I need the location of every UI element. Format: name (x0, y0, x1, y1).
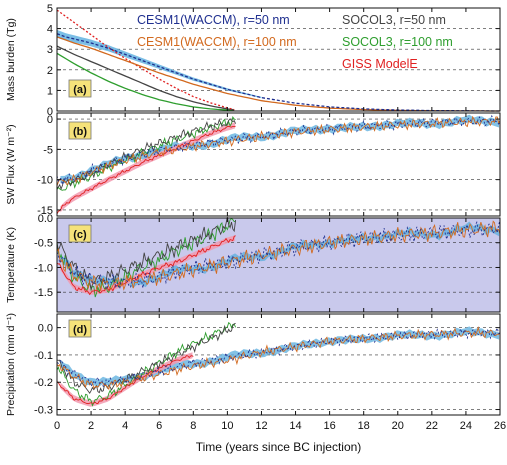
panel-tag-box-3 (68, 319, 92, 338)
panel-frame-3 (56, 313, 501, 416)
legend-entry-2: CESM1(WACCM), r=100 nm (137, 35, 297, 49)
ytick-label-1-2: -10 (37, 175, 53, 187)
panel-frame-1 (56, 112, 501, 217)
xtick-label-10: 20 (392, 420, 404, 432)
panel-tag-box-0 (68, 79, 92, 98)
series-line-1-3 (56, 116, 236, 191)
series-line-2-0 (56, 219, 501, 291)
ytick-label-0-3: 3 (47, 44, 53, 56)
xtick-label-3: 6 (156, 420, 162, 432)
panel-tag-1: (b) (73, 126, 87, 138)
series-line-1-1 (56, 115, 501, 186)
ylabel-0: Mass burden (Tg) (5, 18, 17, 101)
ytick-label-2-3: -1.5 (34, 287, 53, 299)
ytick-label-0-1: 1 (47, 85, 53, 97)
series-line-3-2 (56, 322, 236, 395)
cesm-band-a (57, 29, 262, 99)
series-line-0-4 (56, 9, 235, 111)
panel-frame-0 (56, 7, 501, 112)
panel-tag-box-2 (68, 224, 92, 243)
ytick-label-3-0: 0.0 (38, 323, 53, 335)
series-line-1-0 (56, 114, 501, 187)
x-axis-label: Time (years since BC injection) (196, 440, 362, 454)
cesm-band-2 (60, 221, 500, 289)
series-line-3-1 (56, 325, 501, 391)
ytick-label-0-5: 5 (47, 3, 53, 15)
panel-tag-2: (c) (73, 229, 87, 241)
xtick-label-0: 0 (54, 420, 60, 432)
xtick-label-8: 16 (323, 420, 335, 432)
xtick-label-6: 12 (255, 420, 267, 432)
xtick-label-7: 14 (289, 420, 301, 432)
ytick-label-1-3: -15 (37, 205, 53, 217)
ytick-label-3-1: -0.1 (34, 350, 53, 362)
ytick-label-2-1: -0.5 (34, 238, 53, 250)
series-line-2-1 (56, 220, 501, 291)
ytick-label-3-3: -0.3 (34, 405, 53, 417)
series-line-0-2 (56, 45, 235, 111)
xtick-label-12: 24 (460, 420, 472, 432)
series-line-1-4 (56, 125, 236, 215)
series-line-0-3 (56, 52, 235, 112)
ylabel-1: SW Flux (W m⁻²) (5, 124, 17, 204)
legend-entry-0: CESM1(WACCM), r=50 nm (137, 13, 290, 27)
cesm-band-1 (60, 114, 500, 184)
ylabel-3: Precipitation (mm d⁻¹) (5, 313, 17, 416)
xtick-label-9: 18 (358, 420, 370, 432)
series-line-2-4 (56, 235, 236, 296)
legend-entry-1: SOCOL3, r=50 nm (342, 13, 446, 27)
xtick-label-13: 26 (494, 420, 506, 432)
legend-entry-4: GISS ModelE (342, 57, 418, 71)
xtick-label-11: 22 (426, 420, 438, 432)
legend-entry-3: SOCOL3, r=100 nm (342, 35, 453, 49)
ytick-label-0-0: 0 (47, 106, 53, 118)
panel-frame-2 (56, 217, 501, 313)
cesm-band-3 (60, 326, 500, 387)
ytick-label-2-2: -1.0 (34, 262, 53, 274)
series-line-3-4 (56, 355, 194, 405)
xtick-label-4: 8 (190, 420, 196, 432)
ytick-label-1-1: -5 (43, 144, 53, 156)
panel-tag-3: (d) (73, 324, 87, 336)
series-line-0-0 (56, 33, 500, 112)
xtick-label-5: 10 (221, 420, 233, 432)
xtick-label-1: 2 (88, 420, 94, 432)
ytick-label-1-0: 0 (47, 114, 53, 126)
xtick-label-2: 4 (122, 420, 128, 432)
ytick-label-3-2: -0.2 (34, 377, 53, 389)
giss-band-1 (60, 122, 236, 213)
panel-tag-0: (a) (73, 84, 87, 96)
series-line-1-2 (56, 118, 237, 191)
panel-tag-box-1 (68, 121, 92, 140)
ylabel-2: Temperature (K) (5, 227, 17, 303)
ytick-label-0-2: 2 (47, 65, 53, 77)
ytick-label-0-4: 4 (47, 24, 53, 36)
series-line-3-0 (56, 326, 501, 388)
ytick-label-2-0: 0.0 (38, 213, 53, 225)
series-line-3-3 (56, 321, 237, 407)
